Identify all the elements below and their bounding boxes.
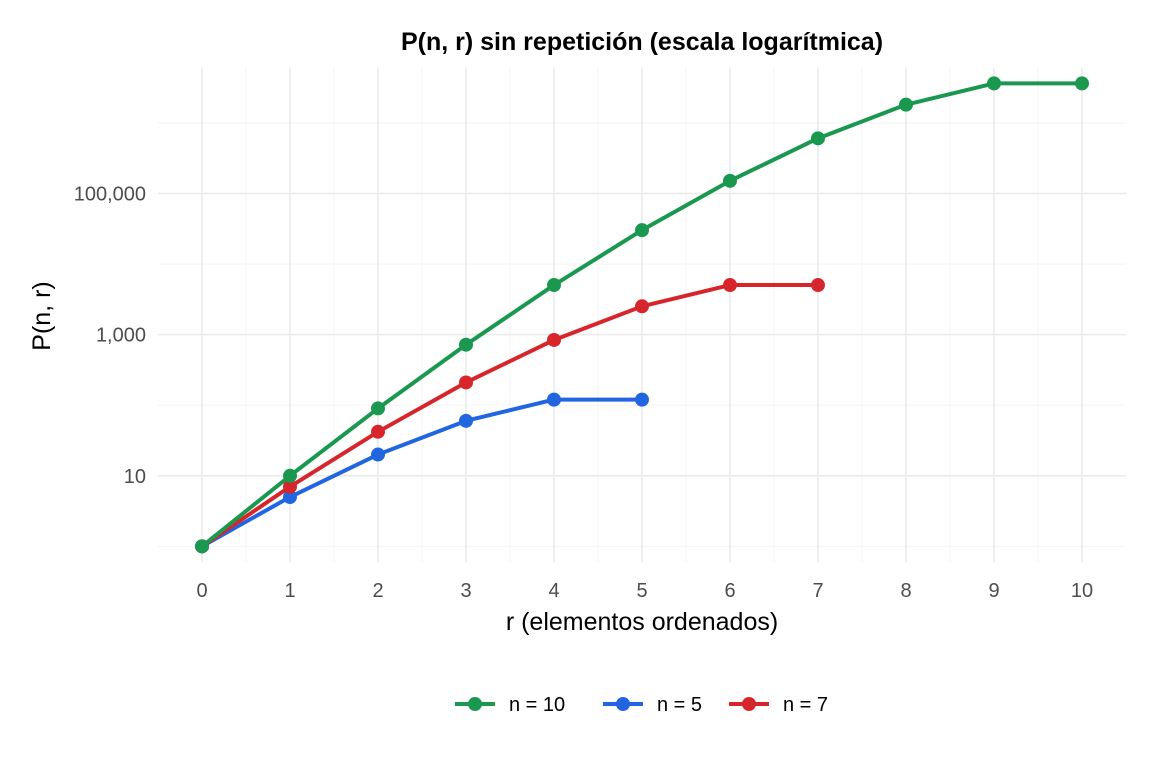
x-tick-label: 4 xyxy=(548,580,559,602)
data-point xyxy=(723,278,737,293)
grid xyxy=(158,68,1126,562)
x-axis-ticks: 0 1 2 3 4 5 6 7 8 9 10 xyxy=(196,580,1093,602)
data-point xyxy=(371,401,385,416)
y-axis-ticks: 10 1,000 100,000 xyxy=(74,183,146,487)
x-tick-label: 1 xyxy=(284,580,295,602)
legend-label: n = 7 xyxy=(783,694,828,716)
x-tick-label: 10 xyxy=(1071,580,1093,602)
series-line xyxy=(200,283,820,549)
data-point xyxy=(283,490,297,505)
data-point xyxy=(635,223,649,238)
x-tick-label: 5 xyxy=(636,580,647,602)
x-axis-title: r (elementos ordenados) xyxy=(506,608,778,636)
series-layer xyxy=(195,76,1089,554)
legend-label: n = 5 xyxy=(657,694,702,716)
x-tick-label: 2 xyxy=(372,580,383,602)
data-point xyxy=(899,97,913,112)
x-tick-label: 7 xyxy=(812,580,823,602)
data-point xyxy=(635,392,649,407)
y-tick-label: 1,000 xyxy=(96,325,146,347)
data-point xyxy=(283,479,297,494)
y-tick-label: 100,000 xyxy=(74,183,146,205)
data-point xyxy=(635,299,649,314)
data-point xyxy=(1075,76,1089,91)
legend-item-n-5: n = 5 xyxy=(603,694,702,716)
series-n-10 xyxy=(195,76,1089,554)
y-tick-label: 10 xyxy=(124,466,146,488)
legend-item-n-7: n = 7 xyxy=(729,694,828,716)
data-point xyxy=(195,539,209,554)
data-point xyxy=(459,375,473,390)
x-tick-label: 3 xyxy=(460,580,471,602)
y-axis-title: P(n, r) xyxy=(28,281,56,350)
x-tick-label: 0 xyxy=(196,580,207,602)
legend: n = 10 n = 5 n = 7 xyxy=(455,694,828,716)
data-point xyxy=(987,76,1001,91)
legend-key-point xyxy=(616,697,630,711)
data-point xyxy=(459,337,473,352)
data-point xyxy=(547,392,561,407)
data-point xyxy=(811,131,825,146)
x-tick-label: 8 xyxy=(900,580,911,602)
data-point xyxy=(371,424,385,439)
legend-label: n = 10 xyxy=(509,694,565,716)
data-point xyxy=(547,332,561,347)
series-line xyxy=(200,397,644,549)
x-tick-label: 6 xyxy=(724,580,735,602)
data-point xyxy=(547,278,561,293)
x-tick-label: 9 xyxy=(988,580,999,602)
legend-item-n-10: n = 10 xyxy=(455,694,565,716)
data-point xyxy=(371,447,385,462)
data-point xyxy=(723,173,737,188)
chart-title: P(n, r) sin repetición (escala logarítmi… xyxy=(401,28,883,56)
data-point xyxy=(283,468,297,483)
data-point xyxy=(811,278,825,293)
legend-key-point xyxy=(468,697,482,711)
data-point xyxy=(459,413,473,428)
legend-key-point xyxy=(742,697,756,711)
